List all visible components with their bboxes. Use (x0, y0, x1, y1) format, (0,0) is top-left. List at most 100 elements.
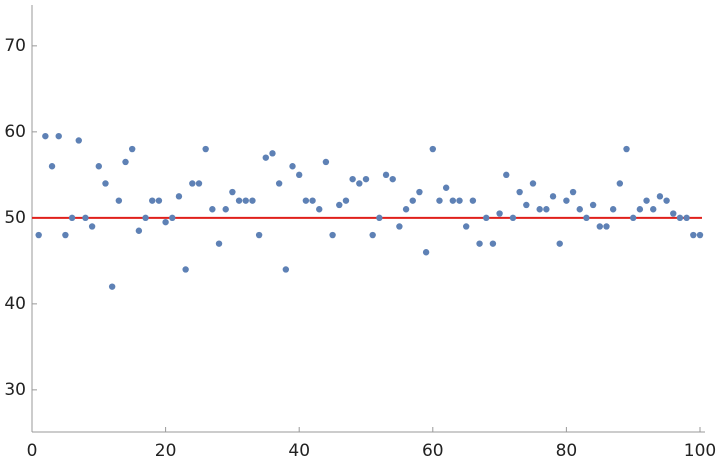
point (402, 206, 410, 213)
point (629, 214, 637, 222)
point (202, 145, 209, 153)
point (583, 214, 590, 222)
point (62, 231, 69, 239)
point (596, 223, 603, 230)
point (42, 132, 49, 140)
y-tick-label: 30 (4, 380, 26, 400)
point (175, 193, 183, 200)
point (442, 184, 450, 191)
point (249, 197, 256, 204)
point (128, 145, 136, 153)
y-tick-label: 70 (4, 36, 26, 56)
point (215, 240, 223, 247)
point (162, 218, 169, 226)
point (643, 197, 650, 204)
point (209, 206, 216, 213)
point (356, 180, 363, 187)
y-tick-label: 60 (4, 122, 26, 142)
point (549, 193, 557, 200)
point (342, 197, 350, 204)
point (135, 227, 143, 234)
point (349, 175, 356, 183)
point (503, 171, 510, 179)
point (543, 206, 550, 213)
point (489, 240, 497, 247)
point (336, 201, 343, 209)
point (436, 197, 443, 204)
point (456, 197, 463, 204)
x-tick-label: 20 (155, 441, 177, 461)
point (369, 231, 376, 239)
point (222, 206, 229, 213)
point (696, 231, 704, 239)
point (382, 171, 390, 179)
point (650, 206, 657, 213)
point (516, 188, 523, 196)
point (603, 223, 610, 230)
x-tick-label: 100 (684, 441, 716, 461)
point (449, 197, 457, 204)
point (235, 197, 243, 204)
point (469, 197, 477, 204)
point (509, 214, 517, 222)
point (376, 214, 383, 222)
point (616, 180, 624, 187)
point (529, 180, 537, 187)
point (329, 231, 336, 239)
point (663, 197, 670, 204)
point (389, 175, 396, 183)
point (636, 206, 644, 213)
point (82, 214, 89, 222)
point (322, 158, 330, 166)
point (576, 206, 583, 213)
point (102, 180, 109, 187)
point (563, 197, 570, 204)
x-tick-label: 0 (27, 441, 38, 461)
point (609, 206, 617, 213)
point (229, 188, 236, 196)
point (155, 197, 163, 204)
point (302, 197, 310, 204)
point (142, 214, 149, 222)
point (122, 158, 129, 166)
x-tick-label: 60 (422, 441, 444, 461)
point (108, 283, 116, 290)
point (242, 197, 249, 204)
point (462, 223, 470, 230)
point (656, 193, 664, 200)
point (48, 163, 56, 170)
point (422, 249, 430, 256)
point (556, 240, 563, 247)
x-tick-label: 40 (288, 441, 310, 461)
point (623, 145, 630, 153)
y-tick-label: 50 (4, 208, 26, 228)
y-tick-label: 40 (4, 294, 26, 314)
point (670, 210, 677, 217)
point (255, 231, 263, 239)
point (483, 214, 490, 222)
point (115, 197, 123, 204)
point (269, 150, 276, 157)
point (195, 180, 203, 187)
point (309, 197, 316, 204)
point (182, 266, 189, 273)
point (429, 145, 436, 153)
point (409, 197, 416, 204)
point (68, 214, 76, 222)
point (396, 223, 403, 230)
x-tick-label: 80 (556, 441, 578, 461)
point (35, 231, 42, 239)
point (282, 266, 290, 273)
point (189, 180, 196, 187)
point (362, 175, 370, 183)
point (690, 231, 697, 239)
point (523, 201, 530, 209)
point (149, 197, 156, 204)
point (589, 201, 597, 209)
point (569, 188, 577, 196)
point (95, 163, 102, 170)
point (536, 206, 543, 213)
point (275, 180, 283, 187)
point (295, 171, 303, 179)
